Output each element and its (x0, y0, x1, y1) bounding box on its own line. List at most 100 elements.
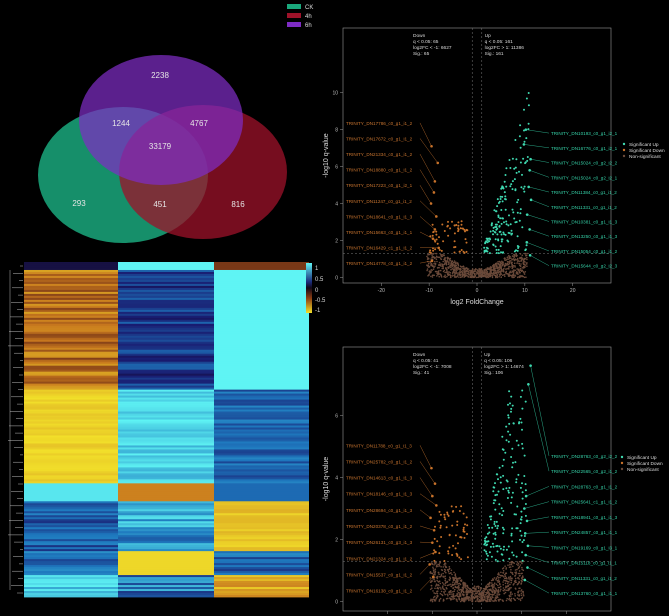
venn-diagram: CK 4h 6h 2238 1244 4767 33179 293 451 81… (38, 4, 313, 243)
point-non-significant (427, 264, 430, 267)
point-non-significant (514, 265, 516, 267)
heatmap-cell (214, 403, 309, 406)
point-non-significant (465, 591, 468, 594)
point-non-significant (523, 258, 526, 261)
point-non-significant (518, 587, 520, 590)
point-significant-up (512, 461, 514, 464)
point-significant-up (523, 129, 525, 132)
point-significant-up (501, 195, 504, 198)
label-up-gene: TRINITY_DN16776_c0_g1_i2_1 (551, 146, 618, 151)
point-non-significant (443, 583, 445, 585)
point-non-significant (519, 564, 522, 566)
x-tick-label: -10 (426, 288, 433, 294)
heatmap-cell (118, 317, 214, 321)
point-non-significant (463, 268, 466, 271)
point-non-significant (516, 597, 519, 599)
heatmap-cell (24, 427, 118, 430)
point-non-significant (512, 597, 515, 600)
point-non-significant (433, 592, 435, 594)
heatmap-cell (24, 517, 118, 520)
heatmap-cell (214, 409, 309, 412)
x-tick-label: -20 (378, 288, 385, 294)
point-non-significant (491, 587, 494, 589)
heatmap-cell (214, 499, 309, 502)
heatmap-cell (214, 481, 309, 484)
heatmap-cell (24, 461, 118, 464)
point-non-significant (436, 587, 439, 590)
annotation-up: q < 0.05: 161 (485, 39, 513, 45)
point-non-significant (497, 589, 500, 591)
point-significant-up (516, 249, 519, 252)
point-significant-up (523, 535, 526, 537)
point-significant-up (511, 491, 514, 494)
point-non-significant (434, 270, 437, 273)
heatmap-cell (214, 385, 309, 389)
point-significant-up (492, 486, 495, 489)
heatmap-cell (118, 537, 214, 540)
heatmap-cell (214, 595, 309, 598)
heatmap-cell (214, 479, 309, 482)
heatmap-cell (214, 285, 309, 289)
point-non-significant (519, 253, 522, 255)
heatmap-cell (24, 333, 118, 337)
point-significant-up (515, 555, 518, 558)
point-non-significant (451, 583, 454, 586)
point-non-significant (506, 268, 508, 270)
heatmap-cell (24, 577, 118, 580)
point-non-significant (494, 598, 496, 601)
point-non-significant (473, 270, 476, 273)
point-non-significant (505, 599, 508, 602)
heatmap-cell (118, 441, 214, 444)
heatmap-cell (118, 593, 214, 596)
point-non-significant (426, 264, 428, 266)
point-non-significant (450, 266, 452, 269)
heatmap-cell (214, 375, 309, 379)
heatmap-cell (24, 313, 118, 317)
point-non-significant (453, 264, 455, 266)
y-tick-label: 6 (335, 165, 338, 171)
point-non-significant (464, 271, 466, 274)
point-non-significant (521, 572, 523, 575)
point-non-significant (443, 258, 445, 261)
heatmap-cell (214, 541, 309, 544)
heatmap-cell (24, 267, 118, 271)
heatmap-cell (118, 571, 214, 574)
label-up-gene: TRINITY_DN19169_c0_g1_i3_1 (551, 545, 618, 550)
point-non-significant (484, 275, 487, 278)
point-significant-up (510, 534, 513, 537)
point-significant-up (507, 545, 510, 548)
heatmap-cell (24, 325, 118, 329)
heatmap-cell (118, 289, 214, 293)
point-non-significant (499, 585, 502, 588)
heatmap-cell (118, 383, 214, 387)
heatmap-cell (214, 267, 309, 271)
point-non-significant (460, 591, 463, 594)
point-non-significant (461, 597, 464, 600)
heatmap-cell (214, 453, 309, 456)
heatmap-cell (214, 301, 309, 305)
heatmap-cell (118, 297, 214, 301)
heatmap-cell (118, 381, 214, 385)
point-non-significant (432, 265, 434, 267)
heatmap-cell (24, 281, 118, 285)
point-significant-down (438, 545, 441, 548)
label-down-gene: TRINITY_DN18641_c0_g1_i1_3 (346, 214, 413, 219)
y-tick-label: 4 (335, 475, 338, 481)
point-non-significant (470, 269, 473, 272)
point-significant-up (523, 475, 526, 477)
point-non-significant (452, 268, 454, 270)
point-non-significant (514, 595, 516, 597)
heatmap-cell (118, 547, 214, 550)
heatmap-cell (24, 297, 118, 301)
point-non-significant (437, 580, 439, 583)
heatmap-cell (24, 495, 118, 498)
label-down-gene: TRINITY_DN21324_c0_g1_i1_2 (346, 556, 413, 561)
heatmap-cell (214, 393, 309, 396)
point-non-significant (448, 579, 451, 581)
point-significant-up (499, 547, 502, 550)
point-non-significant (518, 598, 520, 600)
heatmap-cell (24, 301, 118, 305)
heatmap-cell (118, 363, 214, 367)
point-significant-down (443, 513, 446, 516)
heatmap-cell (118, 589, 214, 592)
